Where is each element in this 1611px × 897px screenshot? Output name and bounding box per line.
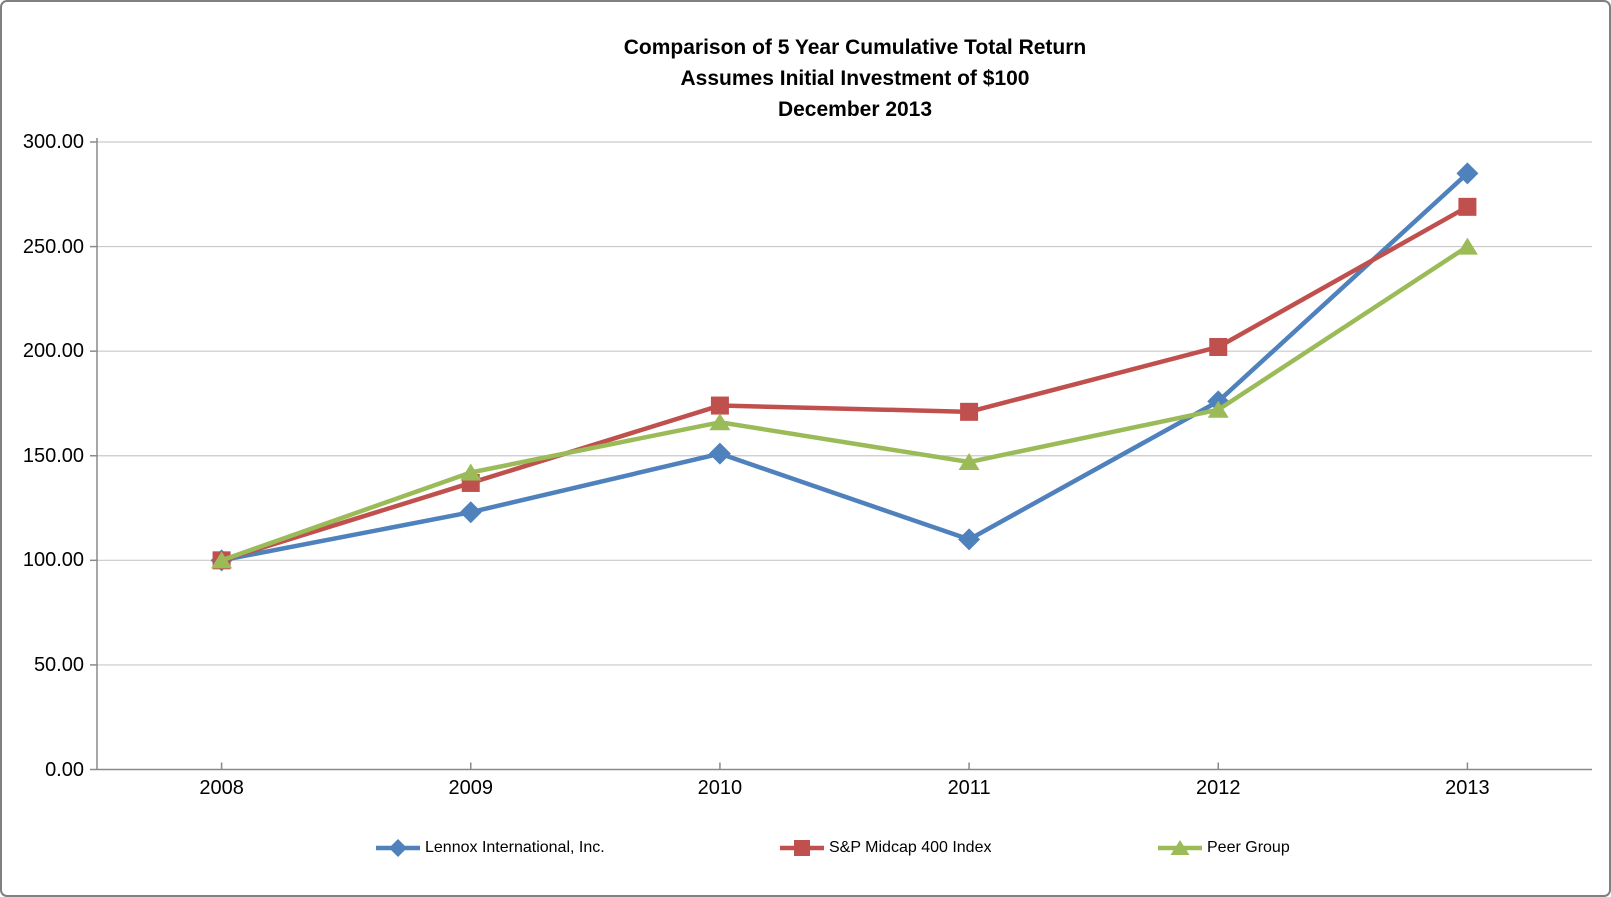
diamond-legend-marker-icon: [376, 839, 420, 857]
x-axis-label: 2009: [448, 777, 494, 799]
chart-title-line-2: Assumes Initial Investment of $100: [680, 67, 1030, 90]
data-point-peer-group: [958, 453, 980, 471]
x-axis-label: 2008: [199, 777, 244, 799]
data-point-peer-group: [1207, 400, 1229, 418]
data-point-lennox-international-inc: [958, 528, 981, 551]
series-line-s-p-midcap-400-index: [219, 204, 1470, 563]
legend-item-peer-group: Peer Group: [1157, 837, 1290, 859]
y-axis-label: 50.00: [33, 653, 84, 676]
data-point-peer-group: [211, 551, 233, 569]
x-axis-label: 2010: [697, 777, 743, 799]
y-axis-label: 150.00: [22, 444, 84, 467]
data-point-s-p-midcap-400-index: [1209, 337, 1228, 356]
data-point-lennox-international-inc: [708, 442, 731, 465]
x-axis-label: 2013: [1445, 777, 1490, 799]
y-axis-label: 0.00: [45, 758, 84, 781]
series-line-peer-group: [219, 244, 1470, 563]
y-axis-label: 300.00: [22, 131, 84, 153]
y-axis-label: 250.00: [22, 235, 84, 258]
triangle-legend-marker-icon: [1158, 840, 1202, 855]
legend-label: S&P Midcap 400 Index: [829, 839, 992, 856]
series-line-lennox-international-inc: [219, 171, 1470, 563]
chart-title: Comparison of 5 Year Cumulative Total Re…: [97, 32, 1609, 125]
x-axis-label: 2011: [947, 777, 991, 799]
y-axis-label: 100.00: [22, 549, 84, 572]
data-point-lennox-international-inc: [1456, 162, 1479, 185]
data-point-s-p-midcap-400-index: [710, 396, 729, 415]
legend-label: Peer Group: [1207, 839, 1290, 856]
x-axis-label: 2012: [1196, 777, 1241, 799]
data-point-peer-group: [709, 413, 731, 431]
data-point-peer-group: [1456, 237, 1478, 255]
legend-item-s-p-midcap-400-index: S&P Midcap 400 Index: [779, 837, 991, 859]
legend-label: Lennox International, Inc.: [425, 839, 605, 856]
chart-title-line-3: December 2013: [777, 98, 933, 121]
legend-item-lennox-international-inc: Lennox International, Inc.: [375, 837, 605, 859]
y-axis-label: 200.00: [22, 340, 84, 363]
data-point-s-p-midcap-400-index: [1458, 197, 1477, 216]
data-point-s-p-midcap-400-index: [960, 402, 979, 421]
data-point-peer-group: [460, 463, 482, 481]
square-legend-marker-icon: [780, 840, 824, 856]
chart-title-line-1: Comparison of 5 Year Cumulative Total Re…: [623, 36, 1087, 59]
data-point-lennox-international-inc: [459, 501, 482, 524]
